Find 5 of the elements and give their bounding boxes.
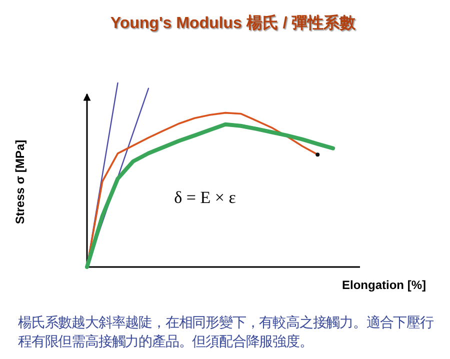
y-axis-title: Stress σ [MPa]	[13, 140, 27, 224]
annotation: δ = E × ε	[174, 188, 236, 207]
text: 楊氏系數越大斜率越陡，在相同形變下，有較高之接觸力。適合下壓行程有限但需高接觸力的產品。但須配合降服強度。	[18, 314, 434, 352]
x-axis-title: Elongation [%]	[342, 278, 426, 292]
chart-title: Young's Modulus 楊氏 / 彈性系數	[110, 14, 357, 32]
